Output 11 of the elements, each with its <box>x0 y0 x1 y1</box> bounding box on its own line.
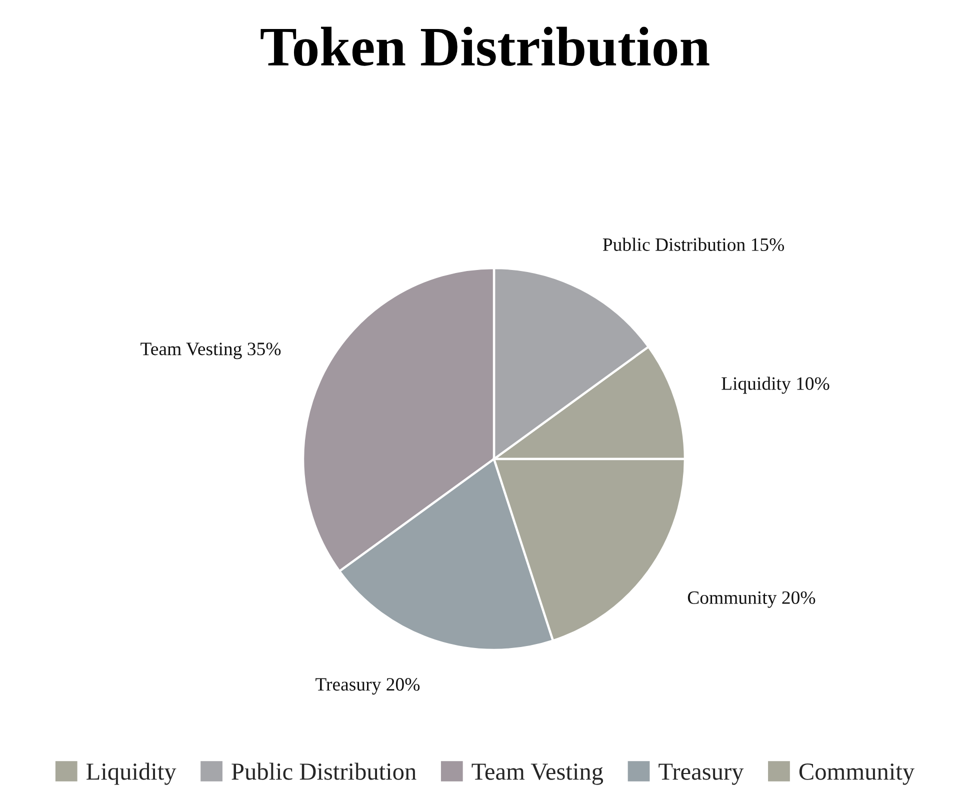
chart-title: Token Distribution <box>260 26 710 66</box>
legend-label: Liquidity <box>86 762 176 785</box>
data-label: Treasury 20% <box>316 678 420 695</box>
data-label: Liquidity 10% <box>722 376 830 394</box>
legend-label: Public Distribution <box>232 762 416 780</box>
data-label: Public Distribution 15% <box>602 238 784 252</box>
legend-label: Team Vesting <box>472 764 604 785</box>
legend-label: Community <box>799 764 914 785</box>
data-label: Team Vesting 35% <box>140 342 281 360</box>
legend-label: Treasury <box>658 764 744 785</box>
data-label: Community 20% <box>688 591 816 608</box>
